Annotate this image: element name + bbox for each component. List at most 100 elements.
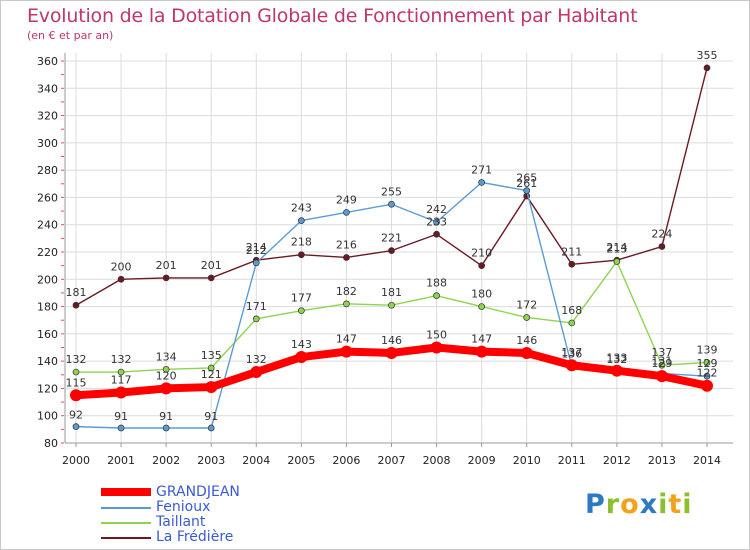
data-label-la-frediere: 224 xyxy=(651,228,672,241)
data-label-la-frediere: 355 xyxy=(697,49,718,62)
data-point-fenioux xyxy=(523,187,531,194)
legend-label-taillant: Taillant xyxy=(156,514,206,530)
data-point-taillant xyxy=(252,315,260,323)
data-point-grandjean xyxy=(205,381,218,394)
data-point-taillant xyxy=(433,292,440,300)
x-tick-label: 2006 xyxy=(332,454,360,467)
x-tick-label: 2009 xyxy=(468,454,496,467)
x-tick-label: 2012 xyxy=(603,454,631,467)
data-point-grandjean xyxy=(340,345,353,358)
logo-letter: i xyxy=(658,489,669,520)
data-point-grandjean xyxy=(385,346,398,359)
logo-letter: x xyxy=(639,489,659,520)
logo-letter: i xyxy=(682,489,693,520)
data-label-taillant: 182 xyxy=(336,285,357,298)
x-tick-label: 2010 xyxy=(513,454,541,467)
data-label-fenioux: 243 xyxy=(291,202,312,215)
data-point-fenioux xyxy=(252,259,260,267)
y-tick-label: 300 xyxy=(37,137,58,150)
data-label-fenioux: 129 xyxy=(697,357,718,370)
data-label-grandjean: 150 xyxy=(426,329,447,342)
data-label-taillant: 134 xyxy=(156,350,177,363)
data-point-la-frediere xyxy=(703,64,711,72)
data-point-la-frediere xyxy=(568,260,576,268)
data-label-taillant: 135 xyxy=(201,349,222,362)
x-tick-label: 2002 xyxy=(152,454,180,467)
data-point-taillant xyxy=(117,368,125,376)
data-point-grandjean xyxy=(655,370,668,383)
data-label-grandjean: 146 xyxy=(516,334,537,347)
data-label-taillant: 132 xyxy=(111,353,132,366)
data-point-la-frediere xyxy=(433,230,440,238)
data-point-taillant xyxy=(613,258,621,265)
legend-swatch-taillant xyxy=(101,522,151,524)
x-tick-label: 2011 xyxy=(558,454,586,467)
logo-letter: t xyxy=(668,489,683,520)
data-point-taillant xyxy=(72,368,80,376)
data-label-la-frediere: 200 xyxy=(111,260,132,273)
data-label-la-frediere: 218 xyxy=(291,236,312,249)
data-label-fenioux: 212 xyxy=(246,244,267,257)
data-label-la-frediere: 214 xyxy=(606,241,627,254)
data-point-fenioux xyxy=(207,424,215,432)
data-label-la-frediere: 201 xyxy=(156,259,177,272)
data-label-grandjean: 137 xyxy=(561,346,582,359)
data-point-fenioux xyxy=(388,200,395,208)
data-point-grandjean xyxy=(70,389,82,402)
data-label-la-frediere: 261 xyxy=(516,177,537,190)
data-point-fenioux xyxy=(478,179,485,186)
data-point-grandjean xyxy=(115,386,128,399)
data-point-taillant xyxy=(298,307,305,315)
data-label-la-frediere: 211 xyxy=(561,245,582,258)
data-label-fenioux: 91 xyxy=(114,410,128,423)
y-tick-label: 100 xyxy=(37,410,58,423)
x-tick-label: 2008 xyxy=(423,454,451,467)
data-label-taillant: 180 xyxy=(471,288,492,301)
x-axis-ticks: 2000 2001 2002 2003 2004 2005 2006 2007 2008 2009… xyxy=(62,454,721,467)
data-point-la-frediere xyxy=(207,274,215,282)
data-label-la-frediere: 216 xyxy=(336,238,357,251)
data-label-grandjean: 117 xyxy=(111,374,132,387)
logo-letter: r xyxy=(605,489,621,520)
data-point-taillant xyxy=(523,314,531,321)
data-label-fenioux: 255 xyxy=(381,185,402,198)
data-label-grandjean: 147 xyxy=(336,333,357,346)
x-tick-label: 2013 xyxy=(648,454,676,467)
legend-swatch-fenioux xyxy=(101,507,151,509)
data-label-grandjean: 122 xyxy=(697,367,718,380)
data-label-la-frediere: 201 xyxy=(201,259,222,272)
data-label-fenioux: 249 xyxy=(336,193,357,206)
data-point-la-frediere xyxy=(478,262,485,269)
data-label-taillant: 139 xyxy=(697,344,718,357)
data-point-la-frediere xyxy=(162,274,170,282)
legend-label-la-frediere: La Frédière xyxy=(156,529,234,545)
y-tick-label: 200 xyxy=(37,273,58,286)
x-tick-label: 2005 xyxy=(287,454,315,467)
data-point-fenioux xyxy=(298,217,305,224)
y-tick-label: 340 xyxy=(37,82,58,95)
data-label-taillant: 213 xyxy=(606,243,627,256)
data-label-taillant: 171 xyxy=(246,300,267,313)
proxiti-logo: Proxiti xyxy=(585,489,693,520)
data-point-la-frediere xyxy=(388,247,395,254)
data-point-taillant xyxy=(568,319,576,327)
data-label-fenioux: 242 xyxy=(426,203,447,216)
data-point-grandjean xyxy=(565,359,578,372)
data-point-grandjean xyxy=(475,345,488,358)
series-group xyxy=(70,64,713,432)
legend-label-grandjean: GRANDJEAN xyxy=(156,484,240,500)
y-tick-label: 320 xyxy=(37,110,58,123)
x-tick-label: 2007 xyxy=(378,454,406,467)
data-label-grandjean: 147 xyxy=(471,333,492,346)
data-label-grandjean: 146 xyxy=(381,334,402,347)
data-label-taillant: 137 xyxy=(651,346,672,359)
data-point-grandjean xyxy=(295,351,308,364)
data-label-la-frediere: 233 xyxy=(426,215,447,228)
data-label-grandjean: 143 xyxy=(291,338,312,351)
x-tick-label: 2000 xyxy=(62,454,90,467)
data-label-taillant: 181 xyxy=(381,286,402,299)
axes xyxy=(61,53,733,447)
data-label-taillant: 177 xyxy=(291,292,312,305)
